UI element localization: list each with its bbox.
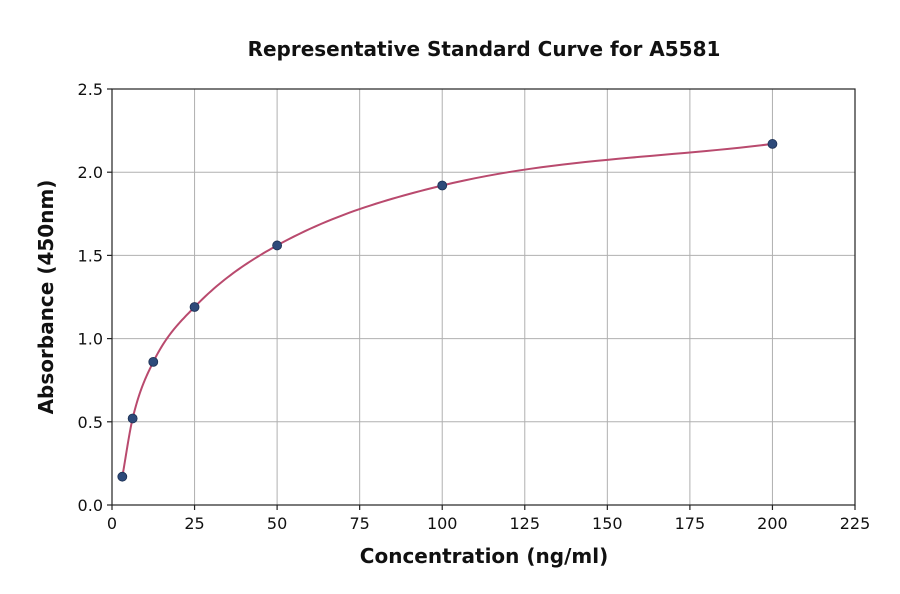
- y-tick-label: 2.5: [78, 80, 103, 99]
- x-tick-label: 100: [427, 514, 458, 533]
- x-axis-ticks: 0 25 50 75 100 125 150 175 200 225: [107, 505, 870, 533]
- x-tick-label: 25: [184, 514, 204, 533]
- x-tick-label: 50: [267, 514, 287, 533]
- data-point: [272, 240, 283, 251]
- x-tick-label: 0: [107, 514, 117, 533]
- y-axis-ticks: 0.0 0.5 1.0 1.5 2.0 2.5: [78, 80, 112, 515]
- y-tick-label: 1.5: [78, 246, 103, 265]
- x-tick-label: 200: [757, 514, 788, 533]
- y-tick-label: 0.0: [78, 496, 103, 515]
- y-tick-label: 1.0: [78, 330, 103, 349]
- fit-curve-layer: [121, 142, 773, 477]
- data-point: [148, 356, 159, 367]
- fit-curve: [121, 142, 773, 477]
- data-point: [189, 302, 200, 312]
- data-point: [437, 180, 448, 191]
- data-point: [767, 139, 778, 149]
- x-tick-label: 75: [349, 514, 369, 533]
- x-axis-label: Concentration (ng/ml): [360, 544, 608, 568]
- x-tick-label: 175: [675, 514, 706, 533]
- x-tick-label: 225: [840, 514, 871, 533]
- data-point: [117, 471, 128, 482]
- data-points-layer: [117, 139, 778, 482]
- x-tick-label: 150: [592, 514, 623, 533]
- plot-frame: [111, 88, 856, 506]
- chart-title: Representative Standard Curve for A5581: [248, 37, 721, 61]
- y-tick-label: 0.5: [78, 413, 103, 432]
- y-tick-label: 2.0: [78, 163, 103, 182]
- grid-lines: [112, 89, 855, 505]
- data-point: [127, 413, 138, 424]
- x-tick-label: 125: [510, 514, 541, 533]
- y-axis-label: Absorbance (450nm): [34, 180, 58, 415]
